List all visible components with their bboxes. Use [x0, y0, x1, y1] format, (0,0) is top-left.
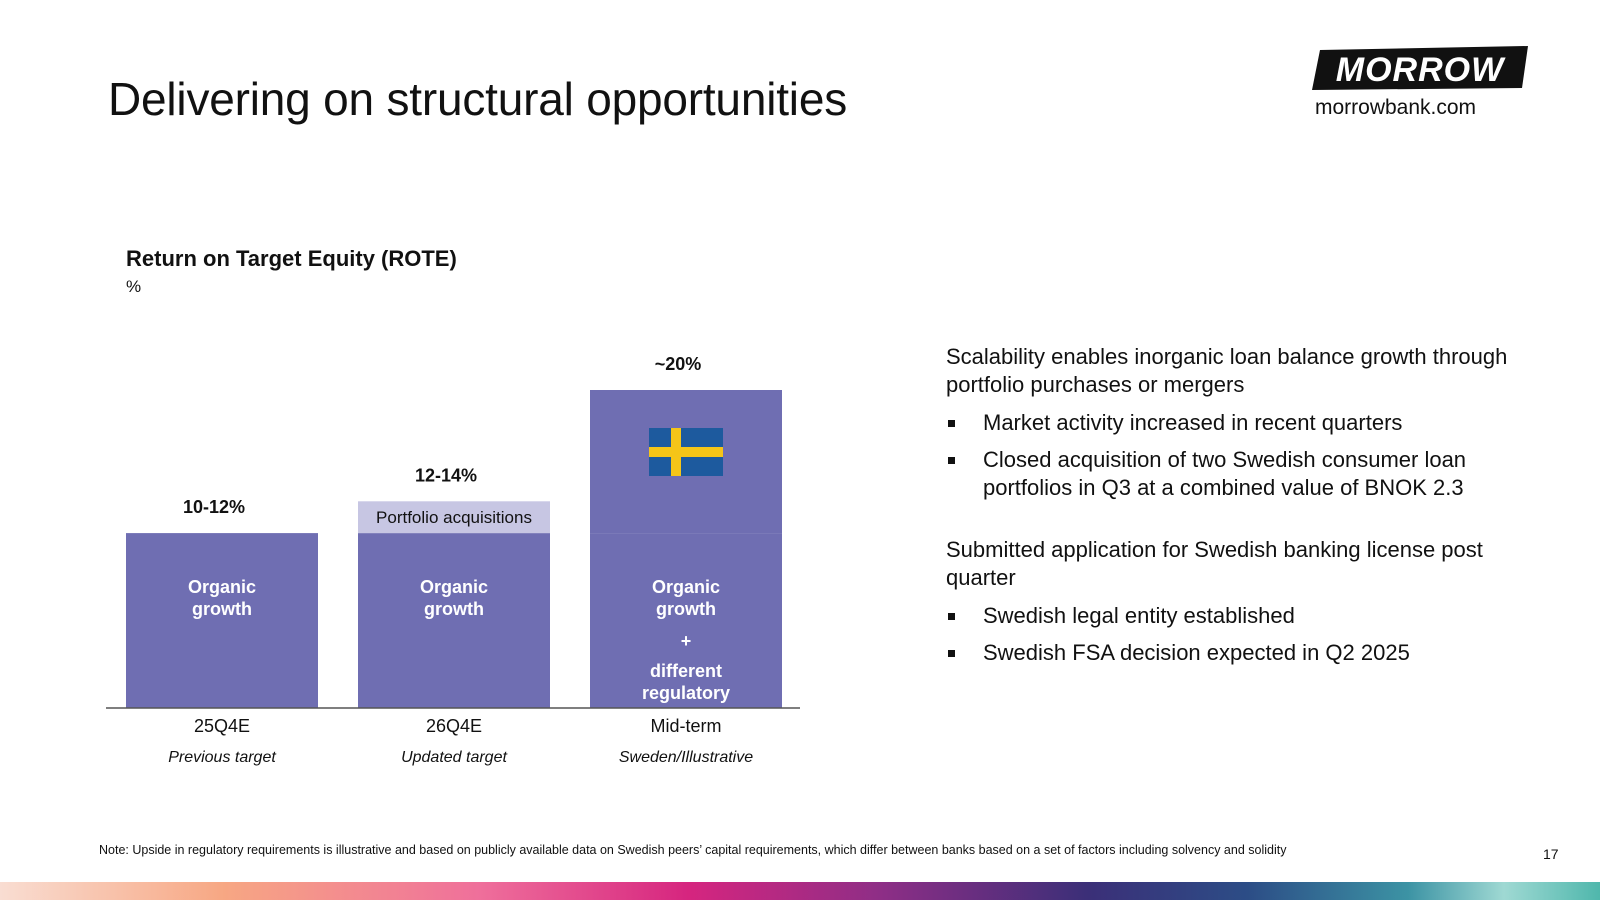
scalability-bullets: Market activity increased in recent quar… — [946, 409, 1516, 502]
scalability-block: Scalability enables inorganic loan balan… — [946, 343, 1516, 502]
license-block: Submitted application for Swedish bankin… — [946, 536, 1516, 667]
chart-title: Return on Target Equity (ROTE) — [126, 246, 457, 271]
bar-organic-growth — [590, 533, 782, 708]
x-tick-sublabel: Sweden/Illustrative — [619, 749, 753, 766]
footnote: Note: Upside in regulatory requirements … — [99, 843, 1287, 857]
license-lead: Submitted application for Swedish bankin… — [946, 537, 1483, 590]
scalability-lead: Scalability enables inorganic loan balan… — [946, 344, 1508, 397]
morrow-logo[interactable]: MORROW morrowbank.com — [1312, 44, 1532, 119]
chart-unit-label: % — [126, 277, 142, 296]
x-tick-label: 26Q4E — [426, 716, 482, 736]
right-panel: Scalability enables inorganic loan balan… — [946, 343, 1516, 701]
data-label-total: 12-14% — [415, 465, 477, 485]
data-label-total: ~20% — [655, 354, 702, 374]
page-number: 17 — [1543, 846, 1559, 862]
x-tick-sublabel: Updated target — [401, 749, 507, 766]
page-title: Delivering on structural opportunities — [108, 73, 848, 125]
segment-label-portfolio: Portfolio acquisitions — [376, 508, 532, 527]
x-tick-label: 25Q4E — [194, 716, 250, 736]
logo-wordmark: MORROW — [1336, 51, 1506, 89]
x-tick-sublabel: Previous target — [168, 749, 276, 766]
segment-label-regulatory: regime — [656, 705, 715, 725]
bar-organic-growth — [126, 533, 318, 708]
bullet-item: Market activity increased in recent quar… — [946, 409, 1516, 437]
x-tick-label: Mid-term — [651, 716, 722, 736]
segment-label-organic: Organic — [188, 577, 256, 597]
bar-portfolio-acquisitions — [358, 501, 550, 534]
segment-label-organic: Organic — [420, 577, 488, 597]
segment-label-organic: Organic — [652, 577, 720, 597]
bullet-item: Swedish FSA decision expected in Q2 2025 — [946, 639, 1516, 667]
segment-label-organic: growth — [192, 599, 252, 619]
segment-label-organic: growth — [656, 599, 716, 619]
bullet-item: Closed acquisition of two Swedish consum… — [946, 446, 1516, 502]
bullet-item: Swedish legal entity established — [946, 602, 1516, 630]
segment-label-regulatory: regulatory — [642, 683, 730, 703]
morrow-logo-mark: MORROW — [1312, 46, 1528, 90]
website-link[interactable]: morrowbank.com — [1315, 96, 1477, 119]
segment-label-plus: + — [681, 631, 692, 651]
sweden-flag-cross-horizontal — [649, 447, 723, 457]
license-bullets: Swedish legal entity established Swedish… — [946, 602, 1516, 667]
brand-gradient-bar — [0, 882, 1600, 900]
segment-label-regulatory: different — [650, 661, 722, 681]
segment-label-organic: growth — [424, 599, 484, 619]
data-label-total: 10-12% — [183, 497, 245, 517]
bar-organic-growth — [358, 533, 550, 708]
